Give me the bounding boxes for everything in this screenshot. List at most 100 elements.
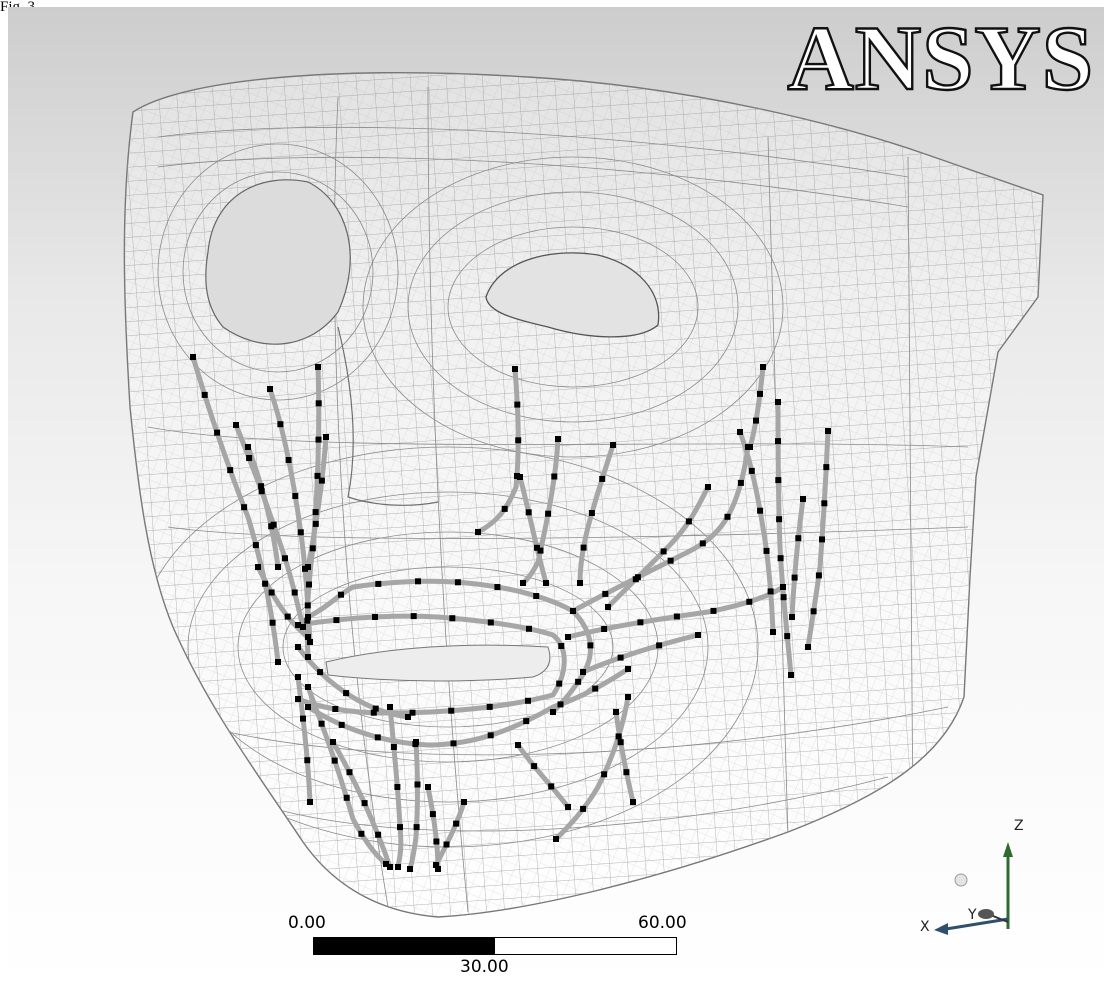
fiber-node [556, 680, 563, 687]
fiber-node [788, 672, 794, 678]
fiber-node [623, 769, 630, 776]
scale-max-label: 60.00 [638, 913, 687, 933]
fiber-node [375, 831, 382, 838]
fiber-node [312, 509, 319, 516]
fiber-node [580, 805, 587, 812]
fiber-node [343, 794, 350, 801]
fiber-node [588, 510, 595, 516]
fiber-node [252, 542, 259, 549]
mouth-opening [325, 644, 551, 682]
fiber-node [605, 604, 611, 610]
fiber-node [304, 617, 311, 624]
fiber-node [724, 513, 731, 520]
fiber-node [410, 613, 417, 620]
fiber-node [275, 659, 281, 665]
fiber-node [358, 830, 365, 837]
fiber-node [461, 799, 467, 805]
fiber-node [370, 709, 377, 716]
fiber-node [245, 444, 251, 450]
fiber-node [315, 400, 322, 407]
fiber-node [214, 429, 221, 436]
fiber-node [304, 602, 311, 609]
scale-bar [313, 937, 677, 955]
fiber-node [346, 769, 353, 776]
fiber-node [295, 674, 301, 680]
ansys-logo: ANSYS [786, 7, 1094, 110]
fiber-node [819, 536, 825, 543]
fiber-node [304, 757, 311, 764]
fiber-node [747, 444, 753, 450]
fiber-node [295, 622, 301, 628]
triad-z-label: Z [1014, 818, 1024, 834]
fiber-node [550, 709, 556, 715]
fiber-node [285, 457, 292, 463]
graphics-viewport[interactable]: ANSYS Z X Y 0.00 60.00 30.00 [8, 7, 1104, 992]
fiber-node [318, 477, 325, 484]
fiber-node [545, 510, 552, 517]
fiber-node [372, 614, 378, 620]
fiber-node [610, 442, 616, 448]
fiber-node [387, 704, 393, 710]
fiber-node [777, 555, 784, 562]
fiber-node [409, 709, 416, 716]
fiber-node [338, 721, 345, 728]
fiber-node [775, 399, 781, 405]
fiber-node [453, 820, 460, 827]
fiber-node [262, 580, 269, 587]
fiber-node [543, 580, 549, 586]
fiber-node [748, 467, 755, 474]
fiber-node [575, 678, 582, 685]
scale-mid-label: 30.00 [460, 957, 509, 977]
fiber-node [450, 740, 457, 747]
fiber-node [625, 666, 631, 672]
fiber-node [512, 366, 518, 372]
fiber-node [397, 824, 403, 831]
fiber-node [775, 438, 781, 445]
fiber-node [267, 386, 273, 392]
fiber-node [660, 548, 667, 555]
fiber-node [317, 669, 324, 676]
fiber-node [338, 591, 344, 598]
fiber-node [601, 626, 608, 632]
fiber-node [395, 864, 401, 870]
fiber-node [291, 589, 298, 596]
fiber-node [305, 684, 311, 690]
fiber-node [525, 697, 531, 704]
fiber-node [314, 472, 321, 479]
fiber-node [333, 617, 340, 624]
fiber-node [443, 841, 450, 848]
fiber-node [531, 763, 538, 770]
fiber-node [330, 739, 336, 745]
fiber-node [551, 473, 558, 480]
ansys-logo-text: ANSYS [787, 7, 1094, 109]
fiber-node [534, 544, 540, 551]
fiber-node [413, 739, 419, 745]
triad-y-label: Y [967, 907, 977, 923]
fiber-node [233, 422, 239, 428]
fiber-node [331, 757, 338, 764]
fiber-node [673, 613, 680, 620]
fiber-node [515, 742, 521, 748]
fiber-node [789, 614, 795, 620]
fiber-node [810, 608, 817, 615]
fiber-node [592, 685, 599, 692]
fiber-node [415, 578, 421, 585]
fiber-node [201, 391, 208, 398]
fiber-node [533, 593, 540, 599]
fiber-node [449, 615, 456, 622]
fiber-node [241, 504, 248, 511]
fiber-node [190, 354, 196, 360]
fiber-node [737, 479, 744, 486]
fiber-node [375, 580, 382, 587]
fiber-node [425, 784, 431, 790]
fiber-node [494, 584, 501, 590]
fiber-node [394, 784, 401, 790]
fiber-node [617, 739, 624, 746]
fiber-node [275, 564, 281, 570]
coordinate-triad-icon[interactable]: Z X Y [920, 818, 1024, 935]
fiber-node [667, 557, 674, 564]
fiber-node [705, 484, 711, 490]
fiber-node [454, 579, 461, 586]
fiber-node [557, 701, 564, 708]
fiber-node [685, 518, 692, 525]
